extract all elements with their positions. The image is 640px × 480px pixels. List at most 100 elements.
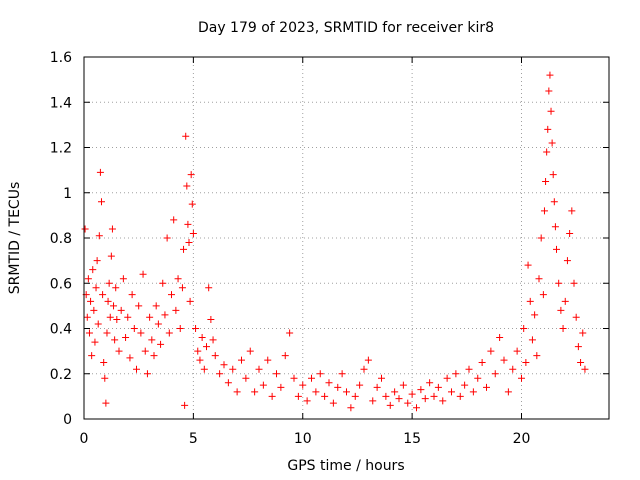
data-point — [148, 336, 156, 344]
y-tick-label: 0 — [63, 412, 72, 428]
data-point — [268, 392, 276, 400]
data-point — [364, 356, 372, 364]
data-point — [543, 148, 551, 156]
y-tick-label: 1.4 — [50, 95, 72, 111]
data-point — [101, 374, 109, 382]
data-point — [154, 320, 162, 328]
data-point — [205, 284, 213, 292]
data-point — [421, 395, 429, 403]
data-point — [186, 297, 194, 305]
data-point — [141, 347, 149, 355]
data-point — [81, 225, 89, 233]
data-point — [528, 336, 536, 344]
data-point — [563, 257, 571, 265]
data-point — [487, 347, 495, 355]
data-point — [98, 198, 105, 206]
data-point — [334, 383, 342, 391]
data-points — [81, 71, 589, 412]
data-point — [91, 338, 99, 346]
data-point — [83, 313, 91, 321]
data-point — [413, 404, 420, 412]
data-point — [557, 306, 565, 314]
data-point — [504, 388, 512, 396]
data-point — [89, 266, 97, 274]
data-point — [559, 325, 567, 332]
data-point — [474, 374, 482, 382]
data-point — [483, 383, 490, 391]
x-tick-label: 5 — [189, 431, 198, 447]
data-point — [102, 399, 110, 407]
data-point — [531, 311, 539, 319]
data-point — [343, 388, 350, 396]
data-point — [360, 365, 368, 373]
data-point — [299, 381, 307, 389]
data-point — [119, 275, 127, 283]
data-point — [174, 275, 182, 283]
x-tick-label: 20 — [513, 431, 531, 447]
data-point — [544, 125, 552, 133]
data-point — [566, 229, 574, 237]
data-point — [172, 306, 180, 314]
data-point — [122, 334, 130, 342]
data-point — [100, 358, 108, 366]
data-point — [110, 302, 118, 310]
data-point — [87, 297, 95, 305]
data-point — [95, 232, 103, 240]
data-point — [184, 220, 192, 228]
x-tick-label: 0 — [80, 431, 89, 447]
data-point — [198, 334, 206, 342]
data-point — [251, 388, 259, 396]
data-point — [443, 374, 451, 382]
data-point — [203, 343, 210, 351]
data-point — [84, 275, 92, 283]
data-point — [108, 225, 116, 233]
data-point — [579, 329, 587, 337]
data-point — [500, 356, 508, 364]
data-point — [115, 347, 123, 355]
data-point — [104, 297, 112, 305]
data-point — [93, 257, 101, 265]
data-point — [192, 325, 200, 332]
data-point — [491, 370, 499, 378]
data-point — [112, 284, 120, 292]
data-point — [547, 107, 555, 115]
x-tick-labels: 0 5 10 15 20 — [80, 431, 531, 447]
data-point — [404, 399, 412, 407]
data-point — [99, 291, 107, 299]
data-point — [540, 207, 548, 215]
data-point — [351, 392, 359, 400]
data-point — [572, 313, 580, 321]
data-point — [520, 325, 528, 332]
data-point — [242, 374, 250, 382]
data-point — [106, 313, 114, 321]
data-point — [369, 397, 377, 405]
data-point — [548, 139, 556, 147]
data-point — [170, 216, 178, 224]
data-point — [434, 383, 442, 391]
data-point — [325, 379, 333, 387]
data-point — [426, 379, 434, 387]
data-point — [452, 370, 460, 378]
data-point — [259, 381, 267, 389]
data-point — [216, 370, 224, 378]
data-point — [88, 352, 96, 360]
data-point — [550, 198, 558, 206]
data-point — [478, 358, 486, 366]
data-point — [555, 279, 563, 287]
data-point — [568, 207, 576, 215]
data-point — [107, 252, 115, 260]
data-point — [378, 374, 385, 382]
data-point — [553, 245, 560, 253]
data-point — [535, 275, 543, 283]
data-point — [356, 381, 364, 389]
data-point — [386, 401, 394, 409]
data-point — [180, 245, 188, 253]
data-point — [533, 352, 541, 360]
data-point — [187, 171, 195, 179]
data-point — [469, 388, 477, 396]
data-point — [408, 390, 416, 398]
data-point — [90, 306, 98, 314]
data-point — [157, 340, 165, 348]
data-point — [182, 132, 190, 140]
data-point — [220, 361, 228, 369]
